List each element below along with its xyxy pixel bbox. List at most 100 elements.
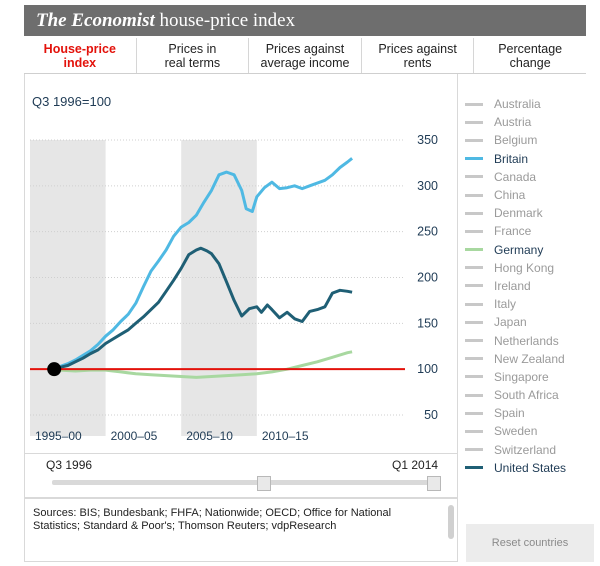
date-range-panel xyxy=(24,454,458,498)
view-tabs: House-price index Prices in real terms P… xyxy=(24,38,586,74)
legend-item-new-zealand[interactable]: New Zealand xyxy=(465,350,595,368)
tab-label-line2: real terms xyxy=(164,56,221,70)
legend-swatch xyxy=(465,193,483,197)
chart-panel xyxy=(24,74,458,454)
base-point-marker xyxy=(47,362,62,377)
legend-item-germany[interactable]: Germany xyxy=(465,241,595,259)
period-label: 1995–00 xyxy=(35,429,82,443)
legend-item-united-states[interactable]: United States xyxy=(465,459,595,477)
legend-item-south-africa[interactable]: South Africa xyxy=(465,386,595,404)
legend-swatch xyxy=(465,157,483,161)
header-title: house-price index xyxy=(154,10,296,31)
legend-label: Ireland xyxy=(494,278,531,293)
y-tick-label: 100 xyxy=(417,362,438,376)
tab-label-line1: Prices against xyxy=(265,42,345,56)
legend-label: Belgium xyxy=(494,133,538,148)
legend-swatch xyxy=(465,302,483,306)
legend-label: Austria xyxy=(494,115,532,130)
y-tick-label: 250 xyxy=(417,225,438,239)
legend-label: Singapore xyxy=(494,369,549,384)
legend-label: Switzerland xyxy=(494,442,557,457)
legend-swatch xyxy=(465,102,483,106)
legend-label: South Africa xyxy=(494,388,559,403)
range-end-label: Q1 2014 xyxy=(392,458,439,472)
tab-house-price-index[interactable]: House-price index xyxy=(24,38,137,73)
legend-label: Denmark xyxy=(494,206,543,221)
legend-label: Canada xyxy=(494,169,537,184)
legend-swatch xyxy=(465,138,483,142)
reset-countries-button[interactable]: Reset countries xyxy=(466,524,594,562)
legend-item-spain[interactable]: Spain xyxy=(465,404,595,422)
legend-item-italy[interactable]: Italy xyxy=(465,295,595,313)
legend-label: Italy xyxy=(494,297,517,312)
legend-label: Netherlands xyxy=(494,333,559,348)
range-end-handle[interactable] xyxy=(427,476,442,491)
legend-item-china[interactable]: China xyxy=(465,186,595,204)
index-base-label: Q3 1996=100 xyxy=(32,94,112,109)
legend-item-austria[interactable]: Austria xyxy=(465,113,595,131)
legend-swatch xyxy=(465,120,483,124)
tab-label-line2: average income xyxy=(260,56,350,70)
legend-swatch xyxy=(465,175,483,179)
legend-label: China xyxy=(494,188,526,203)
legend-swatch xyxy=(465,266,483,270)
legend-label: Hong Kong xyxy=(494,260,555,275)
tab-label-line2: change xyxy=(509,56,551,70)
period-label: 2010–15 xyxy=(262,429,309,443)
legend-item-netherlands[interactable]: Netherlands xyxy=(465,331,595,349)
range-start-label: Q3 1996 xyxy=(46,458,93,472)
legend-label: France xyxy=(494,224,532,239)
sources-scrollbar[interactable] xyxy=(448,505,454,539)
legend-swatch xyxy=(465,375,483,379)
tab-label-line1: Prices against xyxy=(378,42,457,56)
legend-swatch xyxy=(465,320,483,324)
y-tick-label: 300 xyxy=(417,179,438,193)
legend-swatch xyxy=(465,357,483,361)
tab-prices-in-real-terms[interactable]: Prices in real terms xyxy=(137,38,250,73)
legend-item-britain[interactable]: Britain xyxy=(465,150,595,168)
legend-swatch xyxy=(465,248,483,252)
tab-prices-against-average-income[interactable]: Prices against average income xyxy=(249,38,362,73)
sources-text: Sources: BIS; Bundesbank; FHFA; Nationwi… xyxy=(33,507,392,532)
tab-label-line2: rents xyxy=(403,56,432,70)
legend-swatch xyxy=(465,411,483,415)
legend-label: Britain xyxy=(494,151,529,166)
legend-swatch xyxy=(465,339,483,343)
series-line-united-states xyxy=(53,246,353,371)
range-start-handle[interactable] xyxy=(257,476,272,491)
tab-label-line1: House-price xyxy=(43,42,116,56)
legend-item-australia[interactable]: Australia xyxy=(465,95,595,113)
legend-item-singapore[interactable]: Singapore xyxy=(465,368,595,386)
tab-percentage-change[interactable]: Percentage change xyxy=(474,38,586,73)
legend-swatch xyxy=(465,211,483,215)
tab-label-line2: index xyxy=(63,56,97,70)
legend-item-switzerland[interactable]: Switzerland xyxy=(465,441,595,459)
legend-label: United States xyxy=(494,460,567,475)
tab-label-line1: Prices in xyxy=(168,42,217,56)
legend-item-denmark[interactable]: Denmark xyxy=(465,204,595,222)
period-label: 2005–10 xyxy=(186,429,233,443)
legend-item-belgium[interactable]: Belgium xyxy=(465,131,595,149)
legend-swatch xyxy=(465,429,483,433)
legend-item-ireland[interactable]: Ireland xyxy=(465,277,595,295)
y-tick-label: 200 xyxy=(417,271,438,285)
y-tick-label: 150 xyxy=(417,316,438,330)
legend-item-sweden[interactable]: Sweden xyxy=(465,422,595,440)
period-band xyxy=(181,140,257,436)
legend-item-japan[interactable]: Japan xyxy=(465,313,595,331)
y-tick-label: 350 xyxy=(417,133,438,147)
legend-swatch xyxy=(465,229,483,233)
date-range-track[interactable] xyxy=(52,480,438,485)
legend-label: Spain xyxy=(494,406,525,421)
legend-swatch xyxy=(465,466,483,470)
series-line-britain xyxy=(53,157,354,371)
legend-swatch xyxy=(465,284,483,288)
legend-label: Germany xyxy=(494,242,544,257)
legend-item-france[interactable]: France xyxy=(465,222,595,240)
tab-prices-against-rents[interactable]: Prices against rents xyxy=(362,38,475,73)
country-legend: Australia Austria Belgium Britain Canada Chin… xyxy=(465,95,595,477)
legend-item-canada[interactable]: Canada xyxy=(465,168,595,186)
legend-item-hong-kong[interactable]: Hong Kong xyxy=(465,259,595,277)
